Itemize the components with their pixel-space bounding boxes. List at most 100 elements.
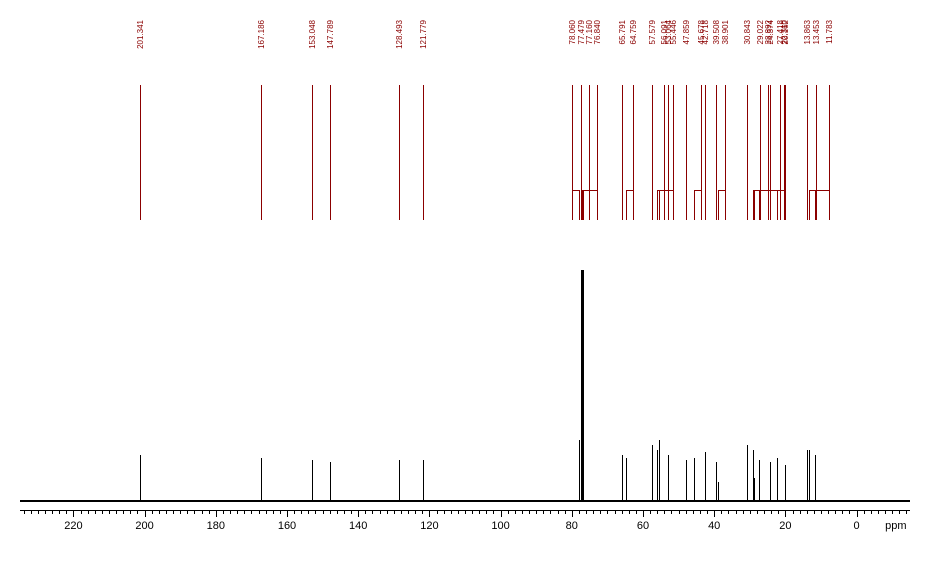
baseline	[20, 500, 910, 502]
x-axis-major-tick	[501, 510, 502, 517]
x-axis-minor-tick	[864, 510, 865, 514]
peak-connector-vertical	[622, 85, 623, 220]
x-axis-minor-tick	[479, 510, 480, 514]
x-axis-tick-label: 40	[708, 520, 720, 532]
peak-connector-drop	[657, 190, 658, 220]
peak-connector-vertical	[652, 85, 653, 220]
x-axis-minor-tick	[337, 510, 338, 514]
x-axis-minor-tick	[892, 510, 893, 514]
x-axis-minor-tick	[109, 510, 110, 514]
nmr-spectrum-chart: 201.341167.186153.048147.789128.493121.7…	[0, 0, 941, 580]
x-axis-minor-tick	[636, 510, 637, 514]
peak-connector-vertical	[572, 85, 573, 220]
x-axis-minor-tick	[387, 510, 388, 514]
peak-connector-vertical	[686, 85, 687, 220]
x-axis-minor-tick	[401, 510, 402, 514]
x-axis-minor-tick	[686, 510, 687, 514]
peak-label: 57.579	[648, 20, 657, 44]
x-axis-minor-tick	[137, 510, 138, 514]
x-axis-tick-label: 180	[207, 520, 225, 532]
peak-connector-vertical	[768, 85, 769, 220]
peak-connector-horizontal	[583, 190, 597, 191]
peak-connector-vertical	[633, 85, 634, 220]
x-axis-minor-tick	[878, 510, 879, 514]
x-axis-minor-tick	[543, 510, 544, 514]
x-axis-major-tick	[714, 510, 715, 517]
x-axis-minor-tick	[764, 510, 765, 514]
x-axis-minor-tick	[771, 510, 772, 514]
spectrum-peak	[770, 462, 771, 500]
spectrum-peak	[759, 460, 760, 500]
x-axis-minor-tick	[493, 510, 494, 514]
x-axis-minor-tick	[52, 510, 53, 514]
x-axis-minor-tick	[565, 510, 566, 514]
x-axis-minor-tick	[415, 510, 416, 514]
peak-label: 78.060	[568, 20, 577, 44]
x-axis-minor-tick	[508, 510, 509, 514]
x-axis-minor-tick	[308, 510, 309, 514]
peak-connector-vertical	[770, 85, 771, 220]
peak-connector-vertical	[725, 85, 726, 220]
spectrum-peak	[686, 460, 687, 500]
peak-label: 24.374	[766, 20, 775, 44]
x-axis-minor-tick	[123, 510, 124, 514]
x-axis-minor-tick	[194, 510, 195, 514]
x-axis-minor-tick	[116, 510, 117, 514]
x-axis-minor-tick	[280, 510, 281, 514]
x-axis-tick-label: 160	[278, 520, 296, 532]
x-axis-minor-tick	[465, 510, 466, 514]
spectrum-peak	[140, 455, 141, 500]
peak-label: 39.508	[712, 20, 721, 44]
x-axis-major-tick	[73, 510, 74, 517]
x-axis-minor-tick	[657, 510, 658, 514]
x-axis-major-tick	[145, 510, 146, 517]
peak-connector-vertical	[816, 85, 817, 220]
x-axis-minor-tick	[814, 510, 815, 514]
x-axis-minor-tick	[130, 510, 131, 514]
x-axis-minor-tick	[315, 510, 316, 514]
x-axis-minor-tick	[166, 510, 167, 514]
x-axis-minor-tick	[522, 510, 523, 514]
x-axis-minor-tick	[102, 510, 103, 514]
spectrum-peak	[809, 450, 810, 500]
peak-connector-horizontal	[694, 190, 701, 191]
spectrum-peak	[330, 462, 331, 500]
x-axis-tick-label: 20	[779, 520, 791, 532]
x-axis-minor-tick	[451, 510, 452, 514]
x-axis-minor-tick	[180, 510, 181, 514]
x-axis-minor-tick	[586, 510, 587, 514]
x-axis-minor-tick	[244, 510, 245, 514]
x-axis-minor-tick	[679, 510, 680, 514]
peak-label: 47.859	[682, 20, 691, 44]
x-axis-minor-tick	[458, 510, 459, 514]
peak-connector-drop	[626, 190, 627, 220]
peak-connector-vertical	[589, 85, 590, 220]
x-axis-minor-tick	[301, 510, 302, 514]
spectrum-peak	[668, 455, 669, 500]
x-axis-minor-tick	[266, 510, 267, 514]
peak-label: 128.493	[395, 20, 404, 49]
x-axis-minor-tick	[828, 510, 829, 514]
spectrum-peak	[423, 460, 424, 500]
x-axis-major-tick	[785, 510, 786, 517]
x-axis-minor-tick	[422, 510, 423, 514]
x-axis-minor-tick	[871, 510, 872, 514]
x-axis-minor-tick	[437, 510, 438, 514]
x-axis-minor-tick	[515, 510, 516, 514]
peak-connector-drop	[809, 190, 810, 220]
x-axis-minor-tick	[800, 510, 801, 514]
x-axis-minor-tick	[273, 510, 274, 514]
x-axis-tick-label: 60	[637, 520, 649, 532]
x-axis-minor-tick	[31, 510, 32, 514]
x-axis-minor-tick	[558, 510, 559, 514]
x-axis-tick-label: 80	[566, 520, 578, 532]
peak-connector-vertical	[664, 85, 665, 220]
x-axis-minor-tick	[202, 510, 203, 514]
x-axis-minor-tick	[757, 510, 758, 514]
peak-connector-drop	[659, 190, 660, 220]
x-axis-minor-tick	[650, 510, 651, 514]
peak-connector-vertical	[597, 85, 598, 220]
x-axis-minor-tick	[807, 510, 808, 514]
peak-connector-vertical	[701, 85, 702, 220]
peak-label: 11.783	[825, 20, 834, 44]
